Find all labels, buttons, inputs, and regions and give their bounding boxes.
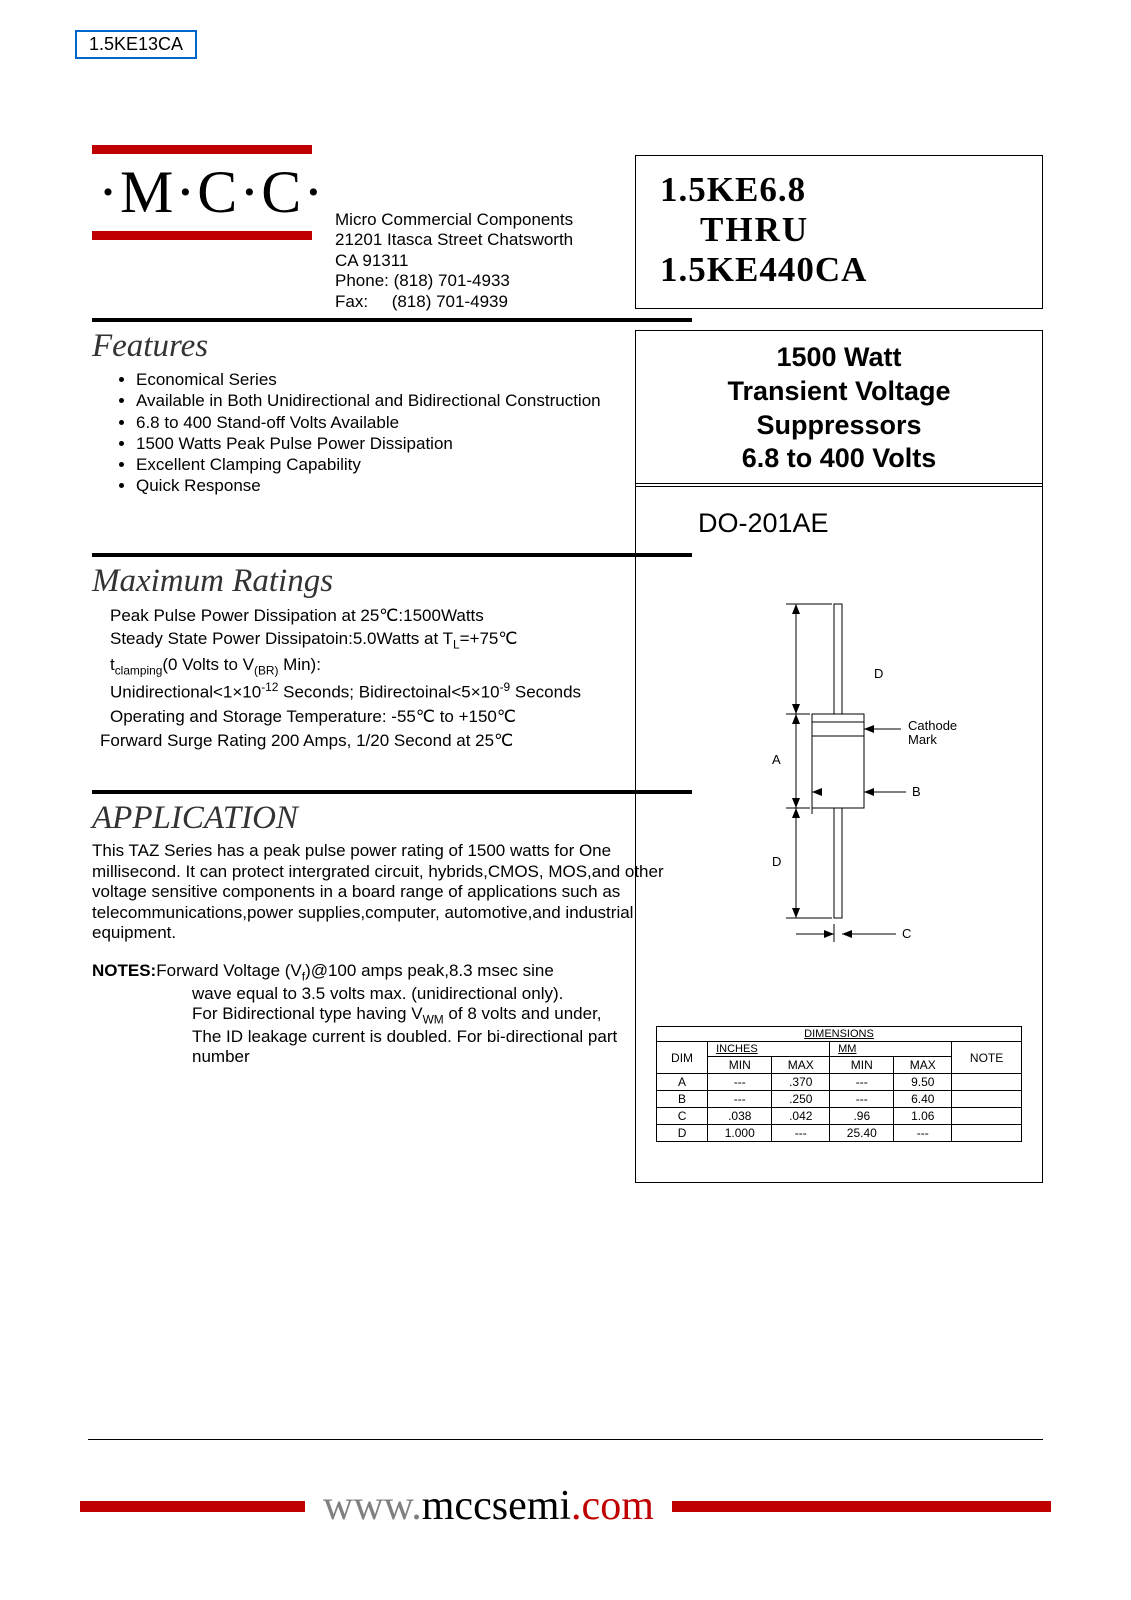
application-body: This TAZ Series has a peak pulse power r… <box>92 841 692 943</box>
package-diagram-icon <box>636 564 1044 984</box>
part-link-box[interactable]: 1.5KE13CA <box>75 30 197 59</box>
title-line-1: 1.5KE6.8 <box>660 170 1024 210</box>
logo-bar-top <box>92 145 312 154</box>
footer-bar-right <box>672 1501 1051 1512</box>
cathode-label: Cathode <box>908 718 957 733</box>
ratings-body: Peak Pulse Power Dissipation at 25℃:1500… <box>92 604 692 753</box>
divider <box>92 553 692 557</box>
page-divider <box>88 1439 1043 1440</box>
features-heading: Features <box>92 328 692 365</box>
footer-bar-left <box>80 1501 305 1512</box>
rating-line: tclamping(0 Volts to V(BR) Min): <box>110 653 692 679</box>
dim-col: DIM <box>657 1042 708 1074</box>
title-line-2: THRU <box>660 210 1024 250</box>
logo-text: ·M·C·C· <box>92 154 312 231</box>
package-diagram-box: DO-201AE <box>635 483 1043 1183</box>
table-row: C.038.042.961.06 <box>657 1108 1022 1125</box>
feature-item: Available in Both Unidirectional and Bid… <box>136 390 692 411</box>
company-info: Micro Commercial Components 21201 Itasca… <box>335 210 573 312</box>
rating-line: Operating and Storage Temperature: -55℃ … <box>110 705 692 729</box>
min-col: MIN <box>708 1057 772 1074</box>
dimensions-table: DIMENSIONS DIM INCHES MM NOTE MIN MAX MI… <box>656 1026 1022 1142</box>
dim-label-d: D <box>874 666 883 681</box>
logo-bar-bottom <box>92 231 312 240</box>
dim-label-b: B <box>912 784 921 799</box>
subtitle-3: Suppressors <box>654 409 1024 443</box>
min-col: MIN <box>830 1057 894 1074</box>
notes-block: NOTES:Forward Voltage (Vf)@100 amps peak… <box>92 961 692 1067</box>
divider <box>92 790 692 794</box>
application-heading: APPLICATION <box>92 800 692 837</box>
package-title: DO-201AE <box>698 508 829 539</box>
logo-block: ·M·C·C· <box>92 145 312 240</box>
title-line-3: 1.5KE440CA <box>660 250 1024 290</box>
dim-title: DIMENSIONS <box>657 1027 1022 1042</box>
feature-item: Quick Response <box>136 475 692 496</box>
table-row: A---.370---9.50 <box>657 1074 1022 1091</box>
dim-label-d2: D <box>772 854 781 869</box>
feature-item: 6.8 to 400 Stand-off Volts Available <box>136 412 692 433</box>
note-col: NOTE <box>952 1042 1022 1074</box>
feature-item: Economical Series <box>136 369 692 390</box>
footer-url: www.mccsemi.com <box>323 1482 654 1530</box>
notes-line: NOTES:Forward Voltage (Vf)@100 amps peak… <box>92 961 692 983</box>
rating-line: Peak Pulse Power Dissipation at 25℃:1500… <box>110 604 692 628</box>
max-col: MAX <box>772 1057 830 1074</box>
company-addr2: CA 91311 <box>335 251 573 271</box>
company-phone: Phone: (818) 701-4933 <box>335 271 573 291</box>
feature-item: Excellent Clamping Capability <box>136 454 692 475</box>
feature-item: 1500 Watts Peak Pulse Power Dissipation <box>136 433 692 454</box>
subtitle-2: Transient Voltage <box>654 375 1024 409</box>
footer: www.mccsemi.com <box>80 1482 1051 1530</box>
notes-line: wave equal to 3.5 volts max. (unidirecti… <box>92 984 692 1004</box>
table-row: B---.250---6.40 <box>657 1091 1022 1108</box>
rating-line: Unidirectional<1×10-12 Seconds; Bidirect… <box>110 679 692 704</box>
mm-header: MM <box>830 1042 952 1057</box>
notes-line: For Bidirectional type having VWM of 8 v… <box>92 1004 692 1027</box>
subtitle-1: 1500 Watt <box>654 341 1024 375</box>
rating-line: Steady State Power Dissipatoin:5.0Watts … <box>110 627 692 653</box>
cathode-label-2: Mark <box>908 732 937 747</box>
dim-label-a: A <box>772 752 781 767</box>
ratings-heading: Maximum Ratings <box>92 563 692 600</box>
notes-line: number <box>92 1047 692 1067</box>
divider <box>92 318 692 322</box>
subtitle-4: 6.8 to 400 Volts <box>654 442 1024 476</box>
max-col: MAX <box>894 1057 952 1074</box>
product-subtitle-box: 1500 Watt Transient Voltage Suppressors … <box>635 330 1043 487</box>
part-link-label: 1.5KE13CA <box>89 34 183 54</box>
inches-header: INCHES <box>708 1042 830 1057</box>
table-row: D1.000---25.40--- <box>657 1125 1022 1142</box>
company-addr1: 21201 Itasca Street Chatsworth <box>335 230 573 250</box>
company-fax: Fax: (818) 701-4939 <box>335 292 573 312</box>
product-title-box: 1.5KE6.8 THRU 1.5KE440CA <box>635 155 1043 309</box>
notes-line: The ID leakage current is doubled. For b… <box>92 1027 692 1047</box>
company-name: Micro Commercial Components <box>335 210 573 230</box>
rating-line: Forward Surge Rating 200 Amps, 1/20 Seco… <box>100 729 692 753</box>
features-list: Economical Series Available in Both Unid… <box>92 369 692 497</box>
dim-label-c: C <box>902 926 911 941</box>
left-column: Features Economical Series Available in … <box>92 310 692 1068</box>
